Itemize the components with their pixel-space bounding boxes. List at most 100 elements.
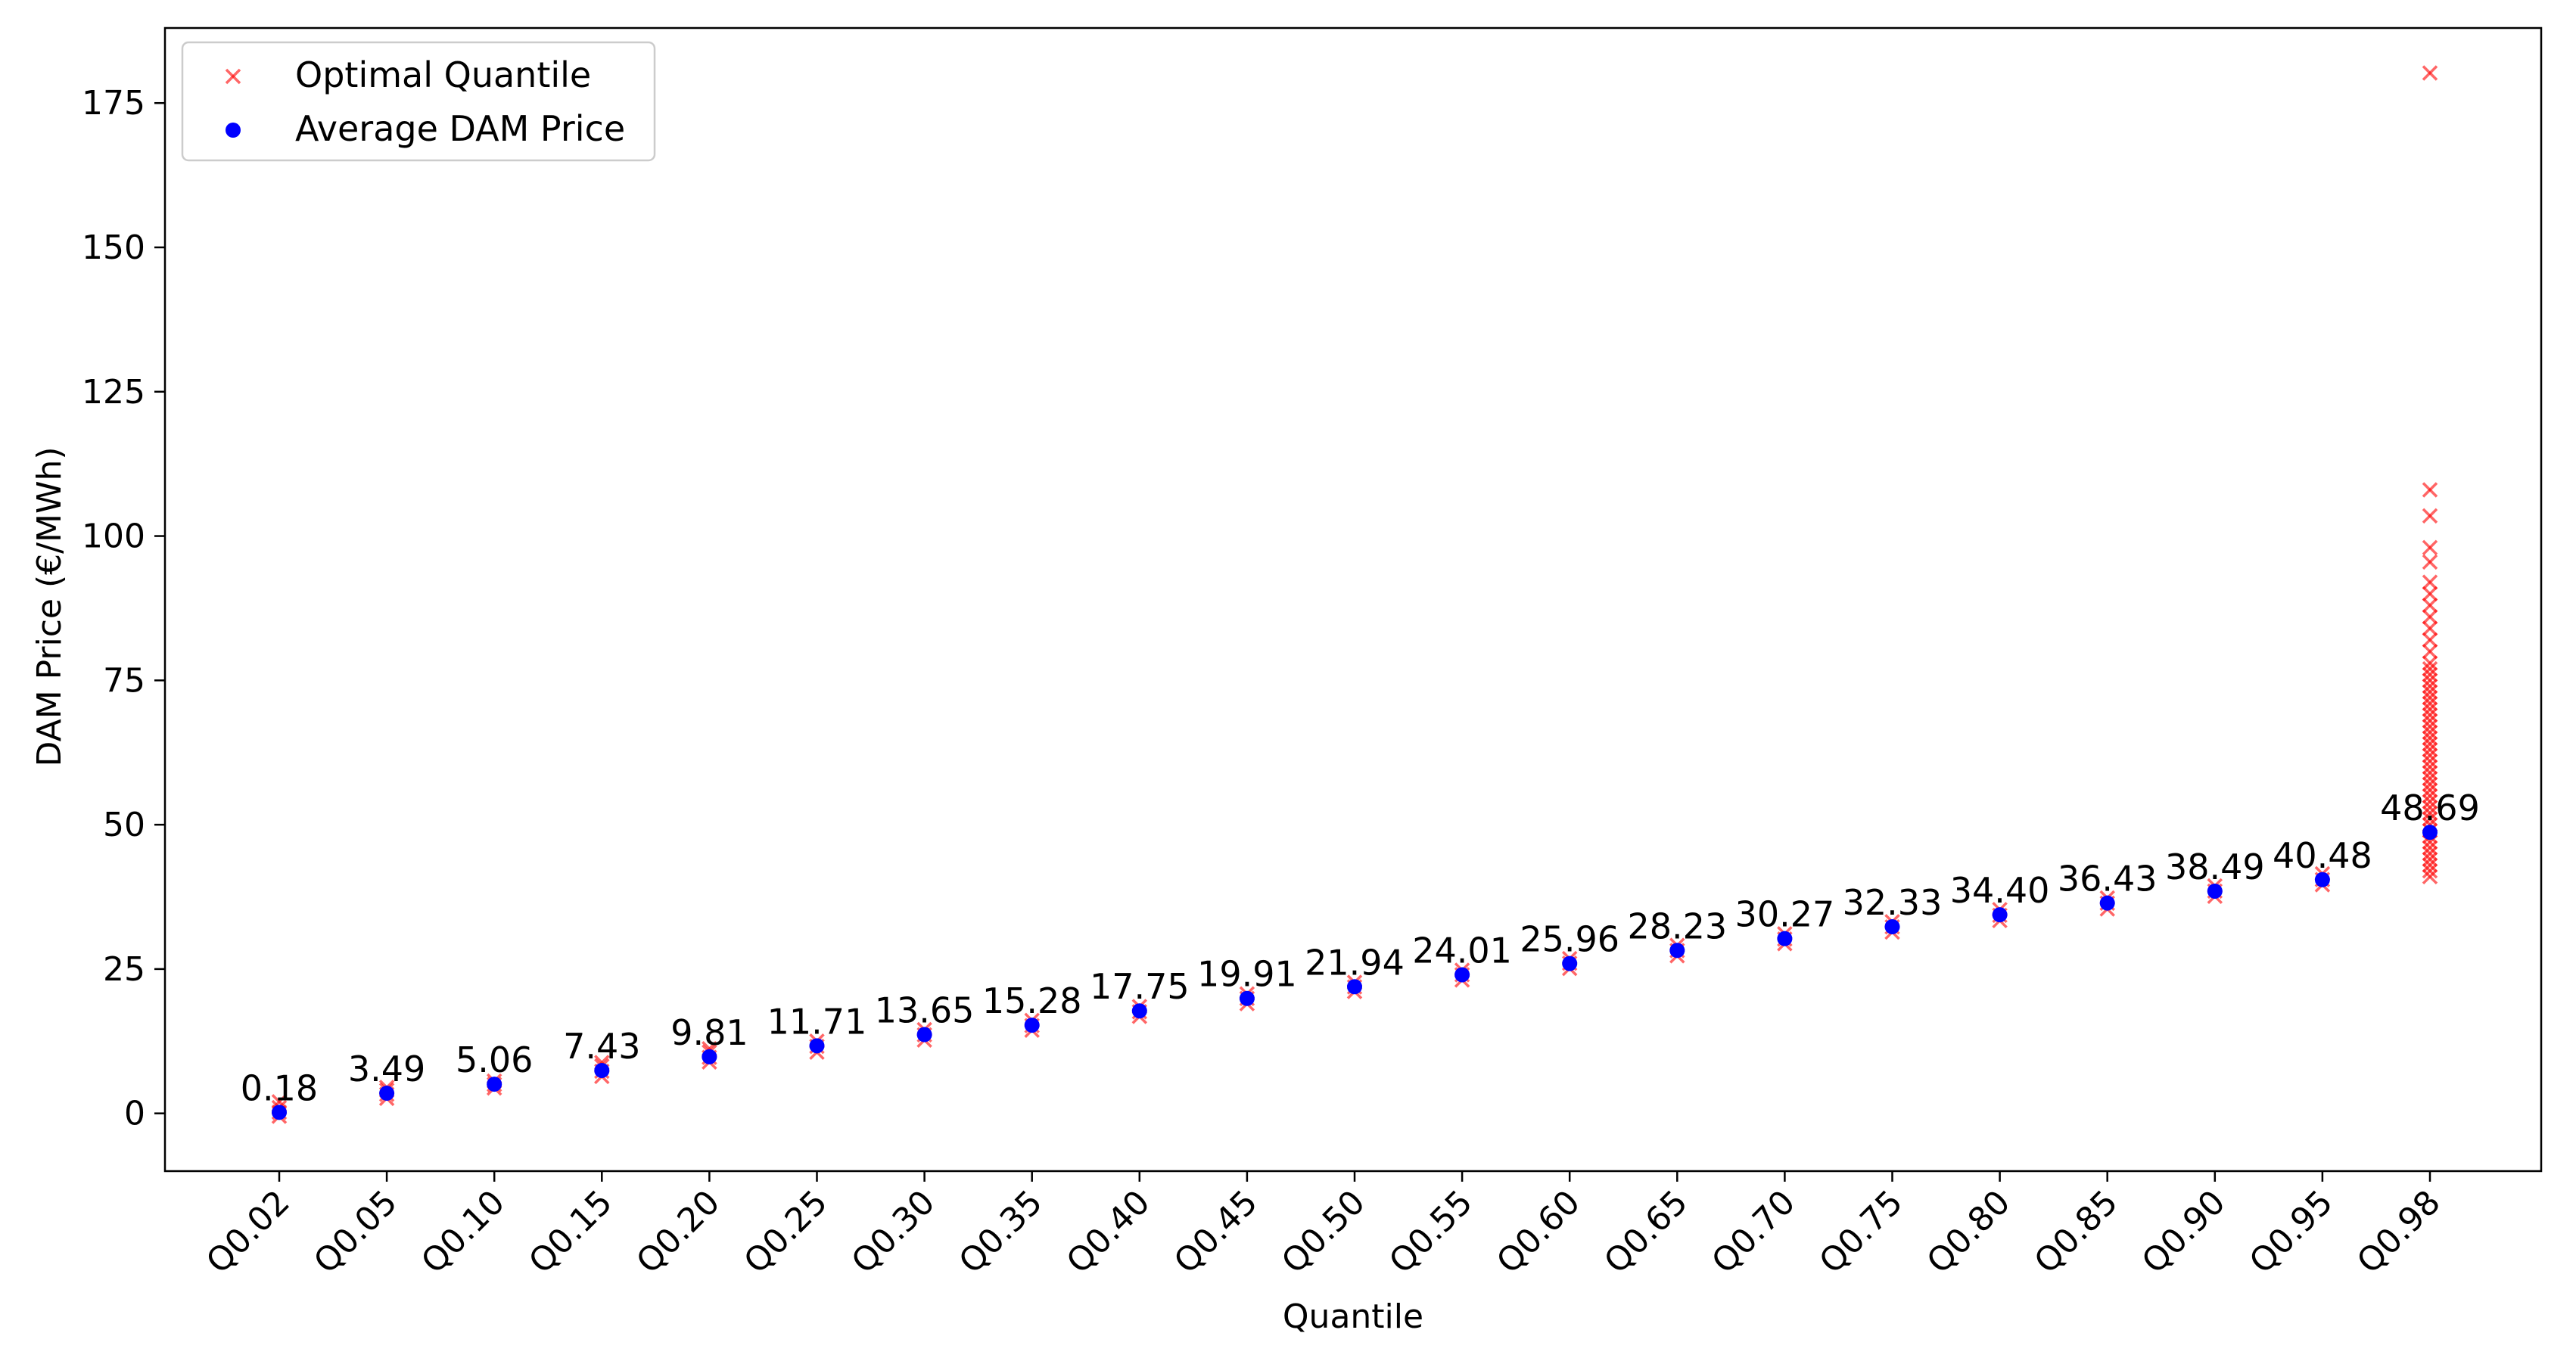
optimal-quantile-marker <box>2422 713 2438 729</box>
optimal-quantile-marker <box>2422 765 2438 781</box>
optimal-quantile-marker <box>2422 868 2438 885</box>
legend-optimal-label: Optimal Quantile <box>295 54 591 95</box>
optimal-quantile-marker <box>2422 736 2438 752</box>
data-label: 38.49 <box>2165 847 2265 887</box>
plot-area: 0.18 3.49 5.06 7.43 9.81 11.71 13.65 15.28 17.75… <box>241 65 2480 1124</box>
data-label: 40.48 <box>2273 835 2372 876</box>
optimal-quantile-marker <box>2422 724 2438 741</box>
optimal-quantile-marker <box>2422 678 2438 694</box>
average-price-marker <box>916 1027 932 1043</box>
average-price-marker <box>487 1077 502 1092</box>
optimal-quantile-marker <box>2422 609 2438 625</box>
data-label: 0.18 <box>241 1067 318 1108</box>
optimal-quantile-marker <box>2422 811 2438 827</box>
y-tick-label: 25 <box>103 950 145 989</box>
optimal-quantile-marker <box>2422 794 2438 809</box>
y-tick-label: 50 <box>103 806 145 844</box>
average-price-marker <box>1992 907 2008 923</box>
legend-average-label: Average DAM Price <box>295 108 625 149</box>
optimal-quantile-marker <box>2422 851 2438 868</box>
optimal-quantile-marker <box>2422 586 2438 602</box>
optimal-quantile-marker <box>2422 788 2438 804</box>
data-label: 34.40 <box>1950 870 2050 911</box>
optimal-quantile-marker <box>2422 782 2438 798</box>
optimal-quantile-marker <box>2422 707 2438 723</box>
data-label: 25.96 <box>1520 919 1619 960</box>
legend-average-marker <box>226 123 241 138</box>
optimal-quantile-marker <box>2422 753 2438 769</box>
optimal-quantile-marker <box>2422 770 2438 787</box>
data-label: 48.69 <box>2380 788 2480 828</box>
average-price-marker <box>1669 943 1685 959</box>
y-tick-label: 100 <box>82 517 145 556</box>
optimal-quantile-marker <box>2422 730 2438 746</box>
average-price-marker <box>594 1062 610 1078</box>
average-price-marker <box>1239 990 1255 1006</box>
data-label: 7.43 <box>563 1026 640 1067</box>
data-label: 13.65 <box>875 990 975 1031</box>
y-tick-label: 125 <box>82 373 145 412</box>
average-price-marker <box>702 1049 717 1064</box>
average-price-marker <box>272 1105 287 1120</box>
data-label: 28.23 <box>1627 906 1727 946</box>
data-label: 11.71 <box>767 1001 867 1042</box>
optimal-quantile-marker <box>2422 620 2438 636</box>
average-price-marker <box>2422 825 2438 841</box>
optimal-quantile-marker <box>2422 759 2438 775</box>
data-label: 21.94 <box>1305 942 1405 983</box>
y-tick-label: 150 <box>82 228 145 267</box>
optimal-quantile-marker <box>2422 574 2438 590</box>
average-price-marker <box>809 1038 825 1054</box>
legend-box <box>181 41 656 162</box>
optimal-quantile-marker <box>2422 655 2438 671</box>
average-price-marker <box>1131 1003 1147 1019</box>
legend-optimal-marker <box>225 68 241 85</box>
optimal-quantile-marker <box>2422 857 2438 873</box>
optimal-quantile-marker <box>2422 539 2438 556</box>
optimal-quantile-marker <box>2422 554 2438 570</box>
x-axis-title: Quantile <box>1283 1297 1423 1336</box>
optimal-quantile-marker <box>2422 632 2438 648</box>
data-label: 32.33 <box>1843 882 1943 923</box>
legend: Optimal Quantile Average DAM Price <box>181 41 656 162</box>
optimal-quantile-marker <box>2422 805 2438 822</box>
optimal-quantile-marker <box>2422 65 2438 81</box>
optimal-quantile-marker <box>2422 776 2438 792</box>
average-price-marker <box>1884 918 1900 934</box>
optimal-quantile-marker <box>2422 660 2438 677</box>
optimal-quantile-marker <box>2422 689 2438 706</box>
optimal-quantile-marker <box>2422 747 2438 763</box>
optimal-quantile-marker <box>2422 482 2438 498</box>
data-label: 36.43 <box>2058 859 2158 900</box>
average-price-marker <box>1777 931 1793 946</box>
y-tick-label: 175 <box>82 84 145 123</box>
average-price-marker <box>1562 955 1578 971</box>
average-price-marker <box>2207 883 2223 899</box>
average-price-marker <box>2314 872 2330 887</box>
optimal-quantile-marker <box>2422 684 2438 700</box>
optimal-quantile-marker <box>2422 508 2438 524</box>
optimal-quantile-marker <box>2422 695 2438 712</box>
average-price-marker <box>1024 1018 1040 1033</box>
data-label: 24.01 <box>1412 930 1512 971</box>
data-label: 17.75 <box>1090 966 1190 1007</box>
optimal-quantile-marker <box>2422 701 2438 717</box>
data-label: 19.91 <box>1197 954 1297 995</box>
y-tick-label: 0 <box>124 1095 145 1133</box>
optimal-quantile-marker <box>2422 673 2438 688</box>
data-label: 5.06 <box>456 1039 533 1080</box>
optimal-quantile-marker <box>2422 799 2438 816</box>
data-label: 30.27 <box>1735 894 1835 935</box>
y-axis-title: DAM Price (€/MWh) <box>30 447 69 767</box>
plot-frame <box>163 26 2543 1173</box>
average-price-marker <box>2099 895 2115 911</box>
optimal-quantile-marker <box>2422 741 2438 758</box>
y-tick-label: 75 <box>103 661 145 700</box>
data-label: 15.28 <box>982 980 1082 1021</box>
optimal-quantile-marker <box>2422 840 2438 856</box>
optimal-quantile-marker <box>2422 597 2438 614</box>
data-label: 3.49 <box>348 1049 425 1089</box>
